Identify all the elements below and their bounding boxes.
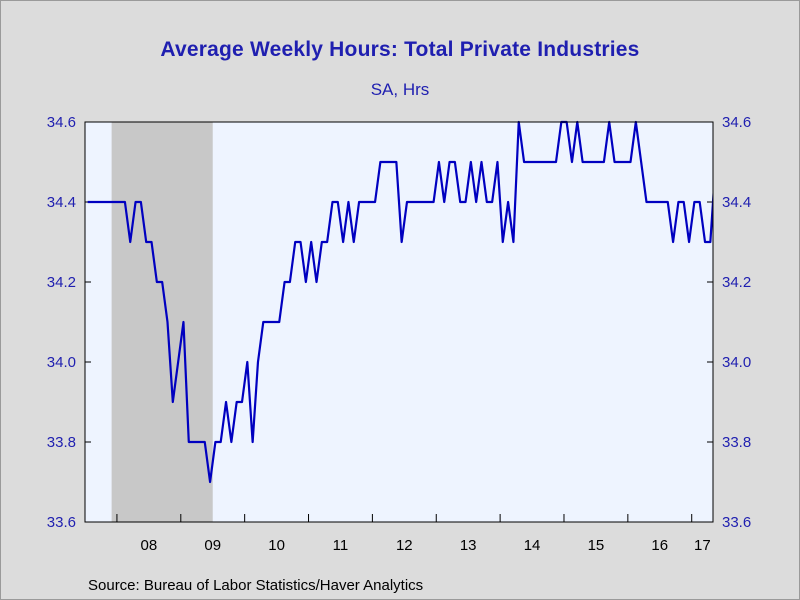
y-tick-label-right: 34.2 xyxy=(722,274,751,291)
y-tick-label-left: 34.6 xyxy=(47,114,76,131)
x-tick-label: 14 xyxy=(524,537,541,554)
y-tick-label-left: 33.8 xyxy=(47,434,76,451)
x-tick-label: 09 xyxy=(204,537,221,554)
recession-shading xyxy=(111,122,213,522)
x-tick-label: 13 xyxy=(460,537,477,554)
plot-border xyxy=(84,121,714,523)
chart-subtitle: SA, Hrs xyxy=(370,80,430,99)
y-tick-label-right: 34.4 xyxy=(722,194,751,211)
series-line xyxy=(87,120,713,484)
y-tick-label-right: 33.6 xyxy=(722,514,751,531)
x-tick-label: 11 xyxy=(333,537,349,554)
x-tick-label: 15 xyxy=(588,537,605,554)
y-tick-label-left: 34.2 xyxy=(47,274,76,291)
x-tick-label: 10 xyxy=(268,537,285,554)
source-note: Source: Bureau of Labor Statistics/Haver… xyxy=(88,577,424,594)
y-tick-label-right: 34.0 xyxy=(722,354,751,371)
y-tick-label-left: 34.4 xyxy=(47,194,76,211)
x-tick-label: 12 xyxy=(396,537,413,554)
y-tick-label-left: 33.6 xyxy=(47,514,76,531)
x-tick-label: 17 xyxy=(694,537,711,554)
y-tick-label-right: 33.8 xyxy=(722,434,751,451)
x-tick-label: 08 xyxy=(141,537,158,554)
y-tick-label-right: 34.6 xyxy=(722,114,751,131)
y-tick-label-left: 34.0 xyxy=(47,354,76,371)
x-tick-label: 16 xyxy=(651,537,668,554)
chart-title: Average Weekly Hours: Total Private Indu… xyxy=(160,38,640,61)
